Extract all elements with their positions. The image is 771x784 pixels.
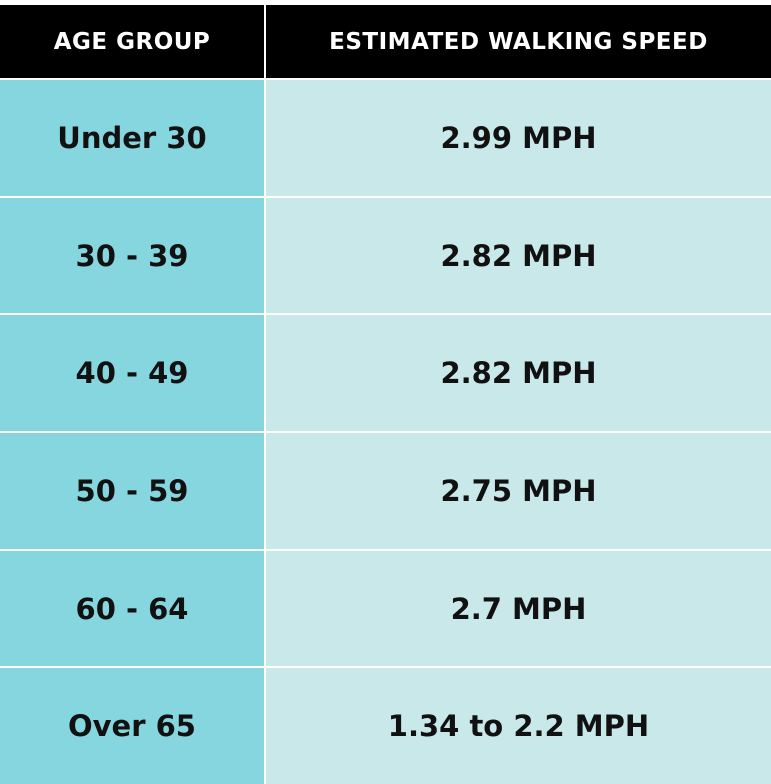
speed-cell: 2.99 MPH (266, 80, 771, 196)
age-group-cell: 30 - 39 (0, 197, 264, 314)
age-group-cell: 60 - 64 (0, 550, 264, 667)
header-cell: ESTIMATED WALKING SPEED (266, 5, 771, 78)
walking-speed-table: AGE GROUP ESTIMATED WALKING SPEED Under 30… (0, 5, 771, 784)
speed-cell: 2.75 MPH (266, 433, 771, 549)
speed-cell: 2.82 MPH (266, 197, 771, 314)
speed-cell: 2.7 MPH (266, 550, 771, 667)
age-group-cell: 50 - 59 (0, 433, 264, 549)
speed-cell: 1.34 to 2.2 MPH (266, 668, 771, 784)
header-cell: AGE GROUP (0, 5, 264, 78)
age-group-cell: Over 65 (0, 668, 264, 784)
age-group-cell: 40 - 49 (0, 315, 264, 432)
speed-cell: 2.82 MPH (266, 315, 771, 432)
age-group-cell: Under 30 (0, 80, 264, 196)
